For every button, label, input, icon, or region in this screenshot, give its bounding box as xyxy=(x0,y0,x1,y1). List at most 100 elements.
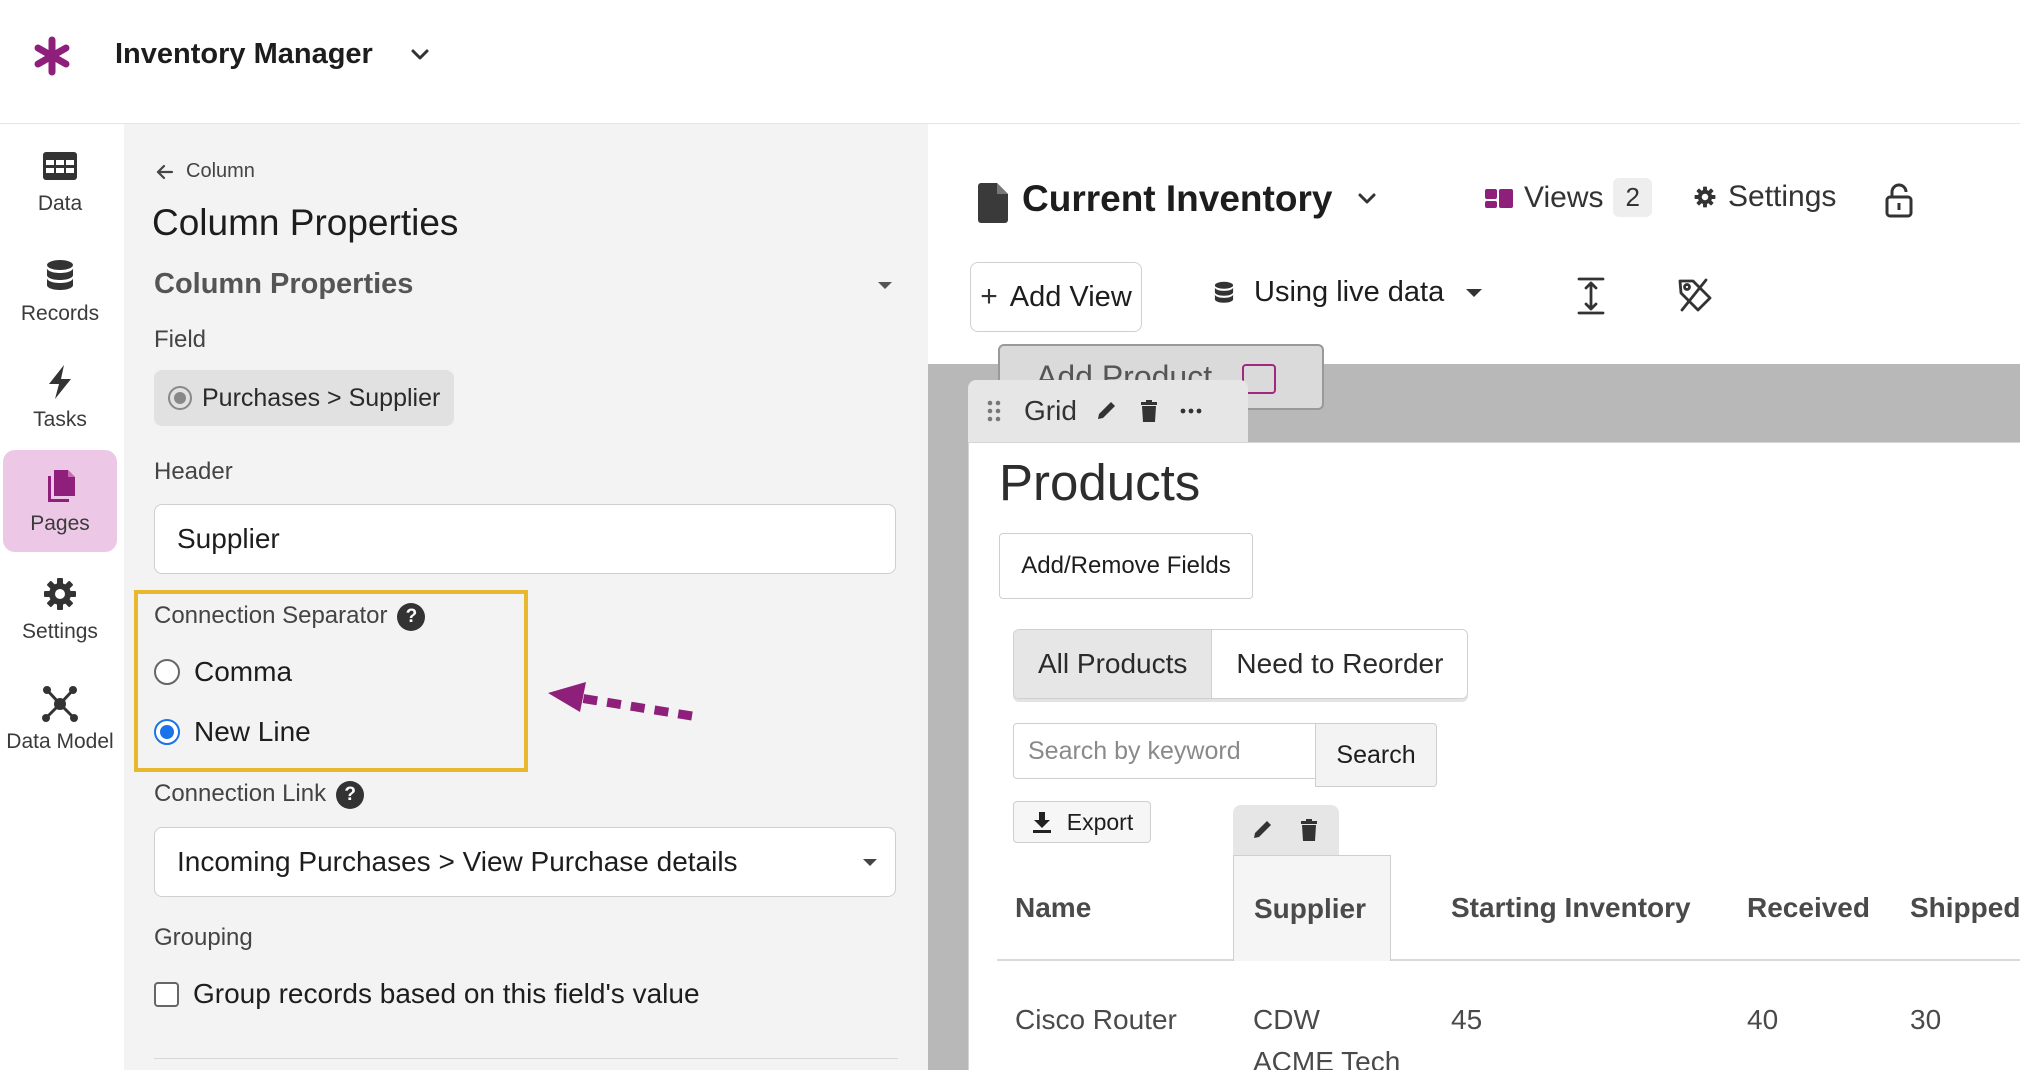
nav-label: Data xyxy=(37,192,83,215)
section-title: Column Properties xyxy=(154,268,414,300)
radio-label: Comma xyxy=(194,656,293,687)
database-icon xyxy=(47,260,73,290)
nav-item-records[interactable]: Records xyxy=(3,240,117,342)
lock-icon[interactable] xyxy=(1884,182,1914,218)
chevron-down-icon[interactable] xyxy=(405,40,435,70)
trash-icon[interactable] xyxy=(1297,817,1321,843)
radio-comma[interactable]: Comma xyxy=(154,656,292,688)
tab-need-to-reorder[interactable]: Need to Reorder xyxy=(1211,630,1468,698)
column-header-supplier[interactable]: Supplier xyxy=(1233,855,1391,961)
radio-button[interactable] xyxy=(154,659,180,685)
nav-label: Pages xyxy=(30,512,90,535)
arrow-left-icon xyxy=(156,164,174,179)
vertical-expand-icon[interactable] xyxy=(1574,276,1608,316)
connection-link-label: Connection Link? xyxy=(154,780,365,809)
field-label: Field xyxy=(154,326,207,353)
table-cell: 30 xyxy=(1910,1004,1942,1035)
header-input[interactable]: Supplier xyxy=(154,504,896,574)
table-cell[interactable]: CDW ACME Tech xyxy=(1253,1004,1401,1070)
help-icon[interactable]: ? xyxy=(397,602,426,631)
trash-icon[interactable] xyxy=(1137,398,1161,424)
page-settings-button[interactable]: Settings xyxy=(1692,180,1836,214)
back-link-label: Column xyxy=(186,160,255,182)
nav-item-pages[interactable]: Pages xyxy=(3,450,117,552)
nav-item-data[interactable]: Data xyxy=(3,130,117,232)
table-icon xyxy=(43,152,77,180)
caret-down-icon xyxy=(878,282,892,289)
table-cell: 45 xyxy=(1451,1004,1483,1035)
connection-link-value: Incoming Purchases > View Purchase detai… xyxy=(177,846,738,877)
export-label: Export xyxy=(1066,808,1134,835)
nav-item-settings[interactable]: Settings xyxy=(3,558,117,660)
nav-item-data-model[interactable]: Data Model xyxy=(3,668,117,770)
field-chip[interactable]: Purchases > Supplier xyxy=(154,370,455,426)
radio-button-checked[interactable] xyxy=(154,719,180,745)
table-cell: 40 xyxy=(1747,1004,1779,1035)
grouping-checkbox-label: Group records based on this field's valu… xyxy=(193,978,700,1009)
connection-separator-text: Connection Separator xyxy=(154,602,388,629)
grouping-checkbox-row[interactable]: Group records based on this field's valu… xyxy=(154,978,700,1010)
views-button[interactable]: Views 2 xyxy=(1484,178,1652,217)
help-icon[interactable]: ? xyxy=(336,780,365,809)
app-title[interactable]: Inventory Manager xyxy=(115,38,373,70)
tab-all-products[interactable]: All Products xyxy=(1014,630,1212,698)
grid-title: Products xyxy=(999,454,1201,511)
radio-new-line[interactable]: New Line xyxy=(154,716,311,748)
view-tabs: All Products Need to Reorder xyxy=(1013,629,1469,699)
add-view-label: Add View xyxy=(1009,280,1132,313)
table-header-row: Name Supplier Starting Inventory Receive… xyxy=(997,855,2020,961)
table-cell: Cisco Router xyxy=(1015,1004,1177,1035)
form-link-icon xyxy=(1242,364,1277,394)
plus-icon: + xyxy=(980,280,998,313)
field-radio-icon xyxy=(168,386,192,410)
document-icon xyxy=(978,183,1008,223)
add-view-button[interactable]: + Add View xyxy=(970,262,1142,332)
section-header[interactable]: Column Properties xyxy=(154,268,898,308)
column-header-name[interactable]: Name xyxy=(1015,892,1092,923)
views-label: Views xyxy=(1524,180,1604,214)
views-icon xyxy=(1485,188,1513,208)
nav-label: Records xyxy=(20,302,100,325)
connection-link-text: Connection Link xyxy=(154,780,327,807)
live-data-dropdown[interactable]: Using live data xyxy=(1210,276,1483,309)
data-model-icon xyxy=(42,686,78,722)
nav-item-tasks[interactable]: Tasks xyxy=(3,346,117,448)
top-bar: Inventory Manager xyxy=(0,0,2020,124)
column-header-received[interactable]: Received xyxy=(1747,892,1870,923)
nav-label: Settings xyxy=(22,620,98,643)
drag-handle-icon[interactable] xyxy=(982,398,1006,424)
chevron-down-icon[interactable] xyxy=(1352,184,1382,214)
settings-label: Settings xyxy=(1728,180,1837,213)
grouping-label: Grouping xyxy=(154,924,253,951)
add-remove-fields-button[interactable]: Add/Remove Fields xyxy=(999,533,1253,599)
grid-block[interactable]: Products Add/Remove Fields All Products … xyxy=(968,442,2020,1070)
header-label: Header xyxy=(154,458,233,485)
download-icon xyxy=(1032,812,1051,833)
table-row[interactable]: Cisco Router CDW ACME Tech 45 40 30 xyxy=(997,961,2020,1070)
connection-separator-label: Connection Separator? xyxy=(154,602,426,631)
asterisk-logo-icon[interactable] xyxy=(30,34,74,78)
more-icon[interactable] xyxy=(1179,398,1203,424)
field-chip-label: Purchases > Supplier xyxy=(202,383,441,412)
pencil-icon[interactable] xyxy=(1251,817,1275,843)
database-icon xyxy=(1214,281,1234,303)
search-button[interactable]: Search xyxy=(1315,723,1437,787)
tag-off-icon[interactable] xyxy=(1676,276,1714,314)
column-header-shipped[interactable]: Shipped xyxy=(1910,892,2020,923)
pencil-icon[interactable] xyxy=(1095,398,1119,424)
nav-label: Tasks xyxy=(33,408,87,431)
caret-down-icon xyxy=(863,859,877,866)
back-link[interactable]: Column xyxy=(154,160,255,183)
checkbox[interactable] xyxy=(154,981,179,1007)
page-header: Current Inventory Views 2 xyxy=(928,124,2020,364)
export-button[interactable]: Export xyxy=(1013,801,1151,843)
highlight-box xyxy=(134,590,528,772)
panel-title: Column Properties xyxy=(152,202,459,243)
radio-label: New Line xyxy=(194,716,311,747)
page-title[interactable]: Current Inventory xyxy=(1022,178,1333,219)
gear-icon xyxy=(44,578,76,610)
column-header-starting-inventory[interactable]: Starting Inventory xyxy=(1451,892,1691,923)
pages-icon xyxy=(48,470,75,502)
search-input[interactable]: Search by keyword xyxy=(1013,723,1316,779)
connection-link-select[interactable]: Incoming Purchases > View Purchase detai… xyxy=(154,827,896,897)
